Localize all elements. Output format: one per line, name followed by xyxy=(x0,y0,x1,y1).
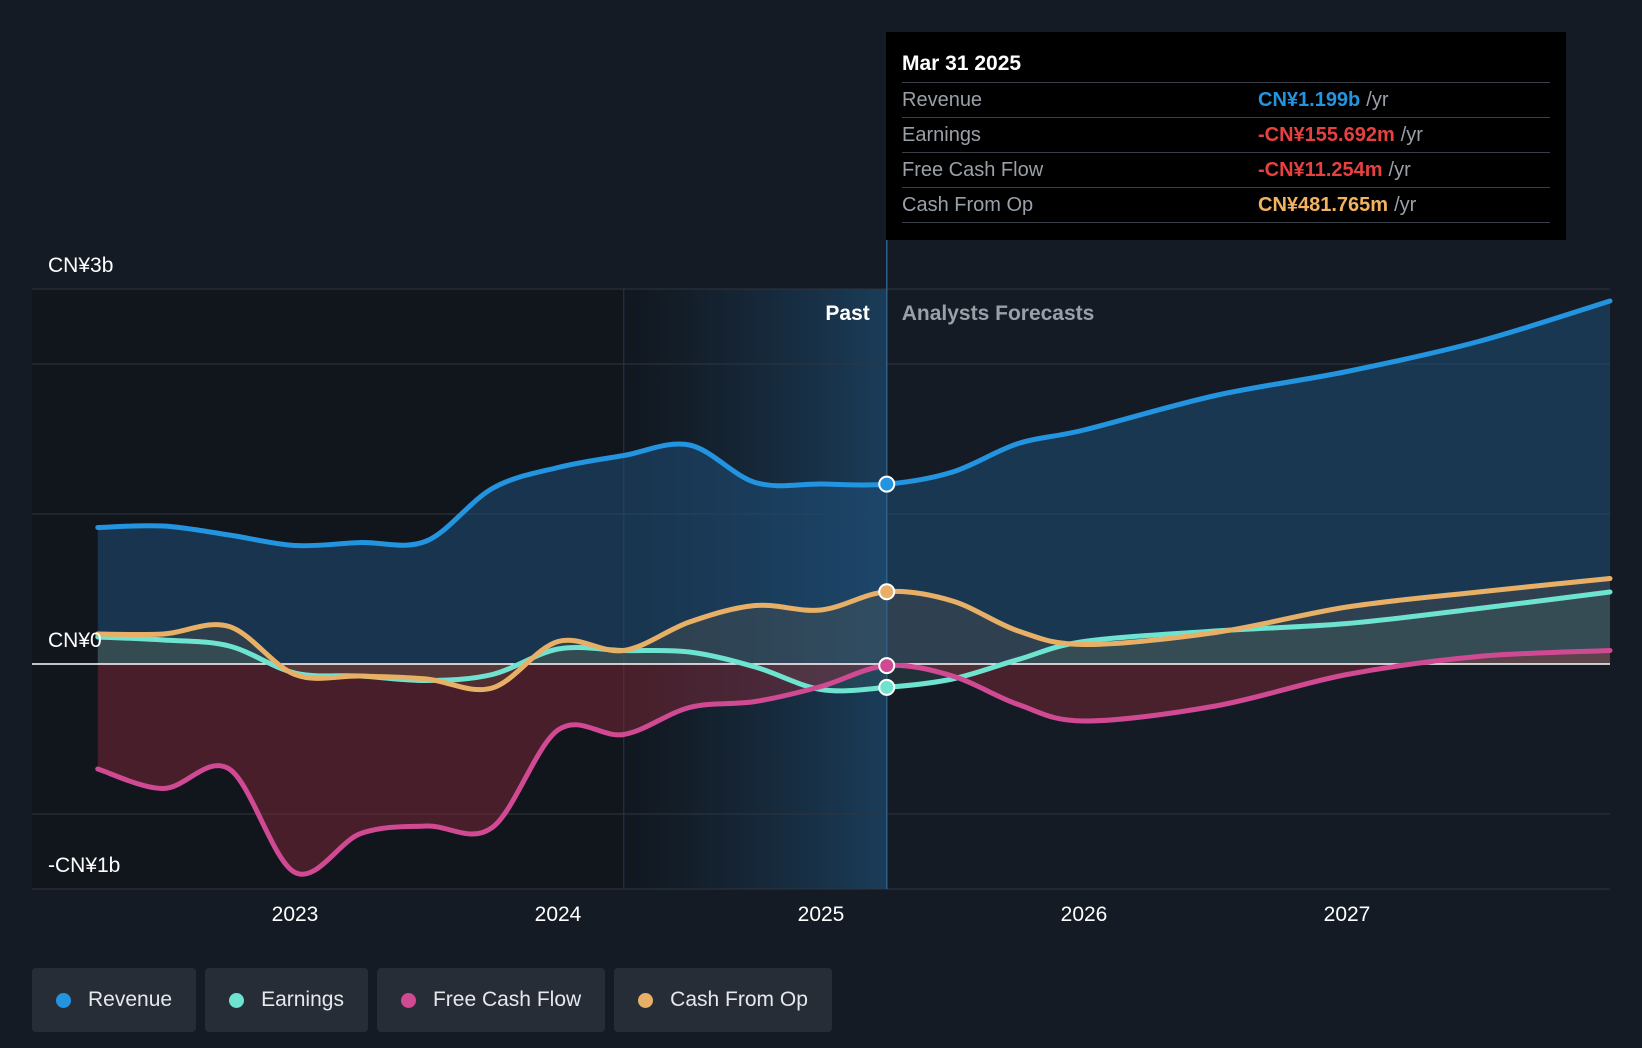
legend-label: Earnings xyxy=(261,988,344,1011)
legend-item-revenue[interactable]: Revenue xyxy=(32,968,197,1032)
tooltip-row-free-cash-flow: Free Cash Flow -CN¥11.254m /yr xyxy=(902,152,1550,187)
tooltip-row-cash-from-op: Cash From Op CN¥481.765m /yr xyxy=(902,187,1550,223)
tooltip-label: Earnings xyxy=(902,124,981,146)
marker-free-cash-flow[interactable] xyxy=(878,657,896,675)
forecast-label: Analysts Forecasts xyxy=(902,302,1095,325)
tooltip-value: -CN¥11.254m xyxy=(1258,159,1383,181)
legend-item-cash-from-op[interactable]: Cash From Op xyxy=(614,968,832,1032)
series-line-cash-from-op[interactable] xyxy=(95,576,1613,693)
legend: Revenue Earnings Free Cash Flow Cash Fro… xyxy=(32,968,832,1032)
y-axis-labels: CN¥3b CN¥0 -CN¥1b xyxy=(48,254,120,877)
y-tick-label: CN¥3b xyxy=(48,254,113,277)
tooltip-value: CN¥481.765m xyxy=(1258,194,1389,216)
legend-dot-icon xyxy=(400,992,416,1008)
tooltip-label: Revenue xyxy=(902,89,983,111)
series-lines xyxy=(95,298,1613,877)
past-label: Past xyxy=(825,302,869,325)
tooltip-row-earnings: Earnings -CN¥155.692m /yr xyxy=(902,117,1550,152)
tooltip-value: -CN¥155.692m xyxy=(1258,124,1395,146)
legend-item-free-cash-flow[interactable]: Free Cash Flow xyxy=(376,968,606,1032)
y-tick-label: -CN¥1b xyxy=(48,854,120,877)
tooltip: Mar 31 2025 Revenue CN¥1.199b /yr Earnin… xyxy=(886,32,1566,240)
legend-label: Revenue xyxy=(88,988,173,1011)
marker-cash-from-op[interactable] xyxy=(878,583,896,601)
tooltip-unit: /yr xyxy=(1366,89,1389,111)
tooltip-date: Mar 31 2025 xyxy=(902,52,1022,75)
series-fill-revenue xyxy=(97,301,1610,664)
tooltip-unit: /yr xyxy=(1394,194,1417,216)
series-fill-cash-from-op xyxy=(97,578,1610,690)
y-tick-label: CN¥0 xyxy=(48,629,102,652)
series-line-earnings[interactable] xyxy=(95,589,1613,694)
series-fill-free-cash-flow xyxy=(97,650,1610,875)
marker-earnings[interactable] xyxy=(878,678,896,696)
series-line-revenue[interactable] xyxy=(95,298,1613,549)
tooltip-value: CN¥1.199b xyxy=(1258,89,1361,111)
series-line-free-cash-flow[interactable] xyxy=(95,648,1613,877)
x-axis-labels: 2023 2024 2025 2026 2027 xyxy=(272,903,1371,926)
tooltip-row-revenue: Revenue CN¥1.199b /yr xyxy=(902,82,1550,117)
tooltip-unit: /yr xyxy=(1400,124,1423,146)
tooltip-label: Cash From Op xyxy=(902,194,1034,216)
x-tick-label: 2025 xyxy=(798,903,845,926)
marker-revenue[interactable] xyxy=(878,475,896,493)
x-tick-label: 2024 xyxy=(535,903,582,926)
legend-dot-icon xyxy=(56,992,71,1008)
legend-dot-icon xyxy=(638,992,654,1008)
tooltip-label: Free Cash Flow xyxy=(902,159,1044,181)
legend-dot-icon xyxy=(229,992,245,1008)
x-tick-label: 2026 xyxy=(1061,903,1108,926)
series-fill-earnings xyxy=(97,592,1610,691)
legend-label: Cash From Op xyxy=(670,988,808,1011)
x-tick-label: 2027 xyxy=(1324,903,1371,926)
x-tick-label: 2023 xyxy=(272,903,319,926)
legend-item-earnings[interactable]: Earnings xyxy=(205,968,368,1032)
legend-label: Free Cash Flow xyxy=(432,988,582,1011)
tooltip-unit: /yr xyxy=(1388,159,1411,181)
series-fills xyxy=(97,301,1610,875)
current-markers xyxy=(878,475,896,696)
